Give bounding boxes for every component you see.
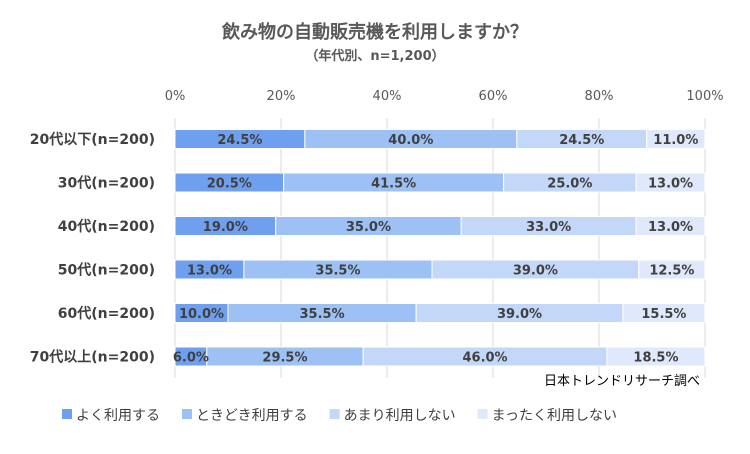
data-label: 29.5%: [262, 351, 307, 366]
data-label: 6.0%: [173, 351, 209, 366]
data-label: 10.0%: [179, 307, 224, 322]
x-axis-tick-labels: 0% 20% 40% 60% 80% 100%: [165, 89, 724, 104]
data-label: 15.5%: [641, 307, 686, 322]
x-tick-label: 40%: [373, 89, 402, 104]
category-label: 70代以上(n=200): [30, 349, 155, 366]
data-label: 46.0%: [462, 351, 507, 366]
data-label: 24.5%: [217, 133, 262, 148]
legend: よく利用する ときどき利用する あまり利用しない まったく利用しない: [62, 408, 617, 424]
bar-segment: [646, 129, 706, 149]
data-label: 35.5%: [300, 307, 345, 322]
category-labels: 20代以下(n=200) 30代(n=200) 40代(n=200) 50代(n=20…: [30, 131, 155, 366]
category-label: 60代(n=200): [58, 305, 155, 322]
legend-label: あまり利用しない: [344, 408, 456, 424]
x-tick-label: 80%: [585, 89, 614, 104]
bar-segment: [635, 172, 706, 193]
bar-segment: [606, 346, 706, 367]
bars: [174, 129, 706, 367]
data-label: 35.5%: [315, 264, 360, 279]
data-label: 11.0%: [653, 133, 698, 148]
data-label: 18.5%: [633, 351, 678, 366]
data-label: 35.0%: [346, 220, 391, 235]
category-label: 40代(n=200): [58, 218, 155, 235]
data-label: 13.0%: [648, 220, 693, 235]
legend-swatch: [329, 409, 340, 419]
chart-subtitle: （年代別、n=1,200）: [305, 48, 444, 64]
legend-swatch: [477, 409, 488, 419]
x-tick-label: 100%: [686, 89, 723, 104]
x-tick-label: 60%: [479, 89, 508, 104]
data-label: 13.0%: [187, 264, 232, 279]
data-label: 33.0%: [526, 220, 571, 235]
bar-segment: [635, 216, 706, 236]
legend-label: まったく利用しない: [492, 408, 617, 424]
data-label: 39.0%: [513, 264, 558, 279]
x-tick-label: 20%: [267, 89, 296, 104]
legend-label: ときどき利用する: [196, 408, 308, 424]
data-label: 19.0%: [203, 220, 248, 235]
legend-swatch: [62, 409, 72, 419]
data-labels: 24.5% 40.0% 24.5% 11.0% 20.5% 41.5% 25.0% 13.0%…: [173, 133, 699, 366]
bar-segment: [622, 303, 706, 323]
gridlines: [174, 118, 706, 378]
data-label: 40.0%: [388, 133, 433, 148]
category-label: 50代(n=200): [58, 262, 155, 279]
data-label: 20.5%: [207, 177, 252, 192]
bar-segment: [638, 259, 706, 280]
data-label: 13.0%: [648, 177, 693, 192]
source-note: 日本トレンドリサーチ調べ: [544, 374, 700, 389]
legend-label: よく利用する: [76, 408, 160, 424]
data-label: 12.5%: [649, 264, 694, 279]
legend-swatch: [182, 409, 192, 419]
data-label: 41.5%: [371, 177, 416, 192]
data-label: 25.0%: [547, 177, 592, 192]
chart-title: 飲み物の自動販売機を利用しますか？: [221, 21, 528, 43]
category-label: 20代以下(n=200): [30, 131, 155, 148]
data-label: 39.0%: [497, 307, 542, 322]
data-label: 24.5%: [559, 133, 604, 148]
category-label: 30代(n=200): [58, 175, 155, 192]
x-tick-label: 0%: [165, 89, 186, 104]
